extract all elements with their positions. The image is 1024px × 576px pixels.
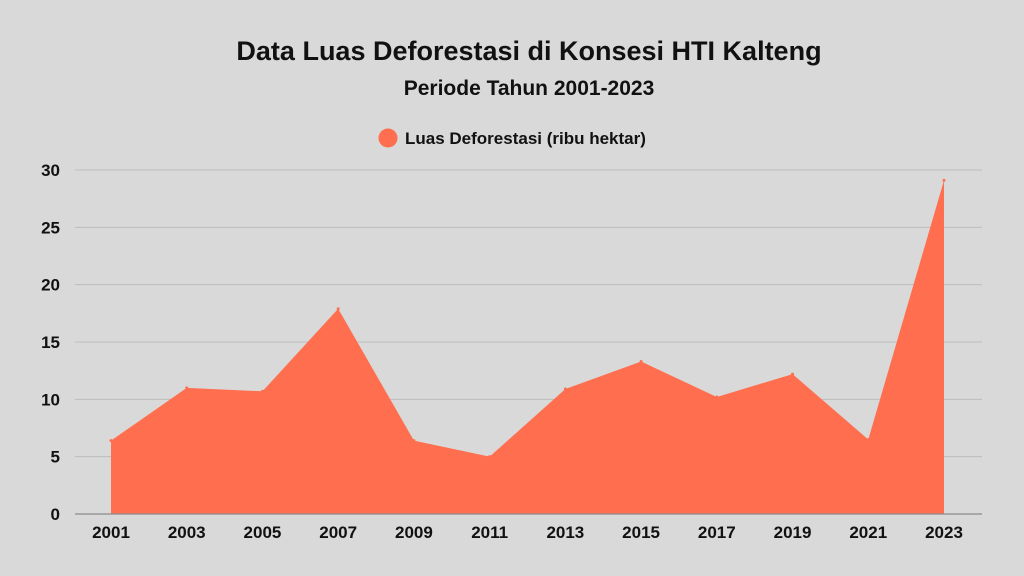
data-point xyxy=(866,437,870,441)
x-tick-label: 2011 xyxy=(471,523,508,542)
area-series xyxy=(109,178,946,514)
y-tick-label: 5 xyxy=(51,448,60,467)
x-tick-label: 2005 xyxy=(244,523,282,542)
x-tick-label: 2013 xyxy=(546,523,584,542)
y-tick-label: 30 xyxy=(41,161,60,180)
x-tick-label: 2007 xyxy=(319,523,357,542)
x-tick-label: 2019 xyxy=(774,523,812,542)
x-tick-label: 2023 xyxy=(925,523,963,542)
data-point xyxy=(260,389,264,393)
y-tick-label: 25 xyxy=(41,218,60,237)
data-point xyxy=(412,439,416,443)
data-point xyxy=(185,386,189,390)
chart-title: Data Luas Deforestasi di Konsesi HTI Kal… xyxy=(236,36,821,66)
y-tick-label: 15 xyxy=(41,333,60,352)
data-point xyxy=(639,359,643,363)
y-axis-ticks: 0 5 10 15 20 25 30 xyxy=(41,161,60,524)
x-axis-ticks: 2001 2003 2005 2007 2009 2011 2013 2015 2017 2019… xyxy=(92,523,963,542)
data-point xyxy=(942,178,946,182)
data-point xyxy=(791,372,795,376)
x-tick-label: 2021 xyxy=(849,523,887,542)
legend: Luas Deforestasi (ribu hektar) xyxy=(378,128,646,148)
chart-subtitle: Periode Tahun 2001-2023 xyxy=(404,77,655,100)
x-tick-label: 2001 xyxy=(92,523,130,542)
y-tick-label: 10 xyxy=(41,390,60,409)
x-tick-label: 2009 xyxy=(395,523,433,542)
legend-marker xyxy=(378,128,398,148)
data-point xyxy=(488,455,492,459)
data-point xyxy=(563,387,567,391)
area-fill xyxy=(111,180,944,514)
y-tick-label: 0 xyxy=(51,505,60,524)
data-point xyxy=(109,439,113,443)
x-tick-label: 2003 xyxy=(168,523,206,542)
data-point xyxy=(715,395,719,399)
data-point xyxy=(336,307,340,311)
x-tick-label: 2017 xyxy=(698,523,736,542)
y-tick-label: 20 xyxy=(41,276,60,295)
x-tick-label: 2015 xyxy=(622,523,660,542)
legend-label: Luas Deforestasi (ribu hektar) xyxy=(405,129,646,148)
